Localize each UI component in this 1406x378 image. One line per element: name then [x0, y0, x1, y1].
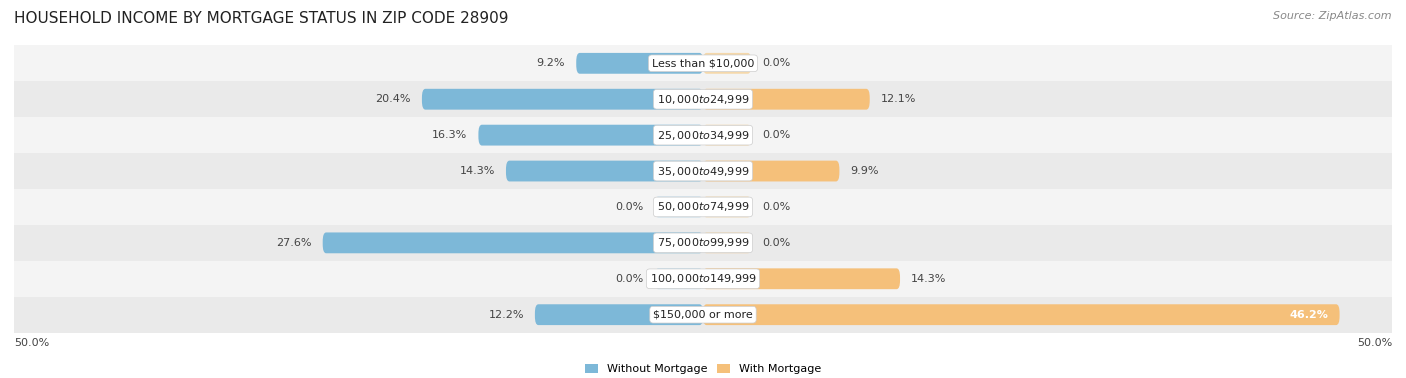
Text: Source: ZipAtlas.com: Source: ZipAtlas.com — [1274, 11, 1392, 21]
FancyBboxPatch shape — [422, 89, 703, 110]
Text: $150,000 or more: $150,000 or more — [654, 310, 752, 320]
Text: 9.2%: 9.2% — [537, 58, 565, 68]
FancyBboxPatch shape — [655, 268, 703, 289]
FancyBboxPatch shape — [703, 53, 751, 74]
Text: 0.0%: 0.0% — [762, 58, 790, 68]
Text: Less than $10,000: Less than $10,000 — [652, 58, 754, 68]
Text: 0.0%: 0.0% — [762, 202, 790, 212]
FancyBboxPatch shape — [703, 161, 839, 181]
FancyBboxPatch shape — [576, 53, 703, 74]
Text: 16.3%: 16.3% — [432, 130, 467, 140]
FancyBboxPatch shape — [703, 268, 900, 289]
Text: 14.3%: 14.3% — [911, 274, 946, 284]
FancyBboxPatch shape — [478, 125, 703, 146]
Bar — [0, 189, 1406, 225]
Text: 50.0%: 50.0% — [14, 338, 49, 348]
Text: 46.2%: 46.2% — [1289, 310, 1329, 320]
Bar — [0, 153, 1406, 189]
Bar — [0, 297, 1406, 333]
Text: 0.0%: 0.0% — [762, 238, 790, 248]
FancyBboxPatch shape — [506, 161, 703, 181]
FancyBboxPatch shape — [703, 232, 751, 253]
FancyBboxPatch shape — [323, 232, 703, 253]
Bar — [0, 45, 1406, 81]
Text: $35,000 to $49,999: $35,000 to $49,999 — [657, 164, 749, 178]
Bar — [0, 261, 1406, 297]
Text: 0.0%: 0.0% — [616, 274, 644, 284]
FancyBboxPatch shape — [703, 304, 1340, 325]
Text: 12.2%: 12.2% — [488, 310, 524, 320]
Text: $10,000 to $24,999: $10,000 to $24,999 — [657, 93, 749, 106]
Text: 12.1%: 12.1% — [880, 94, 917, 104]
Text: 14.3%: 14.3% — [460, 166, 495, 176]
Bar — [0, 225, 1406, 261]
Text: $75,000 to $99,999: $75,000 to $99,999 — [657, 236, 749, 249]
Text: 50.0%: 50.0% — [1357, 338, 1392, 348]
Bar — [0, 81, 1406, 117]
Text: HOUSEHOLD INCOME BY MORTGAGE STATUS IN ZIP CODE 28909: HOUSEHOLD INCOME BY MORTGAGE STATUS IN Z… — [14, 11, 509, 26]
Text: 0.0%: 0.0% — [616, 202, 644, 212]
Text: 9.9%: 9.9% — [851, 166, 879, 176]
FancyBboxPatch shape — [655, 197, 703, 217]
Text: 27.6%: 27.6% — [276, 238, 312, 248]
Text: 20.4%: 20.4% — [375, 94, 411, 104]
Text: $25,000 to $34,999: $25,000 to $34,999 — [657, 129, 749, 142]
FancyBboxPatch shape — [703, 197, 751, 217]
Bar — [0, 117, 1406, 153]
Text: 0.0%: 0.0% — [762, 130, 790, 140]
Text: $50,000 to $74,999: $50,000 to $74,999 — [657, 200, 749, 214]
FancyBboxPatch shape — [703, 89, 870, 110]
Legend: Without Mortgage, With Mortgage: Without Mortgage, With Mortgage — [581, 359, 825, 378]
FancyBboxPatch shape — [703, 125, 751, 146]
Text: $100,000 to $149,999: $100,000 to $149,999 — [650, 272, 756, 285]
FancyBboxPatch shape — [534, 304, 703, 325]
